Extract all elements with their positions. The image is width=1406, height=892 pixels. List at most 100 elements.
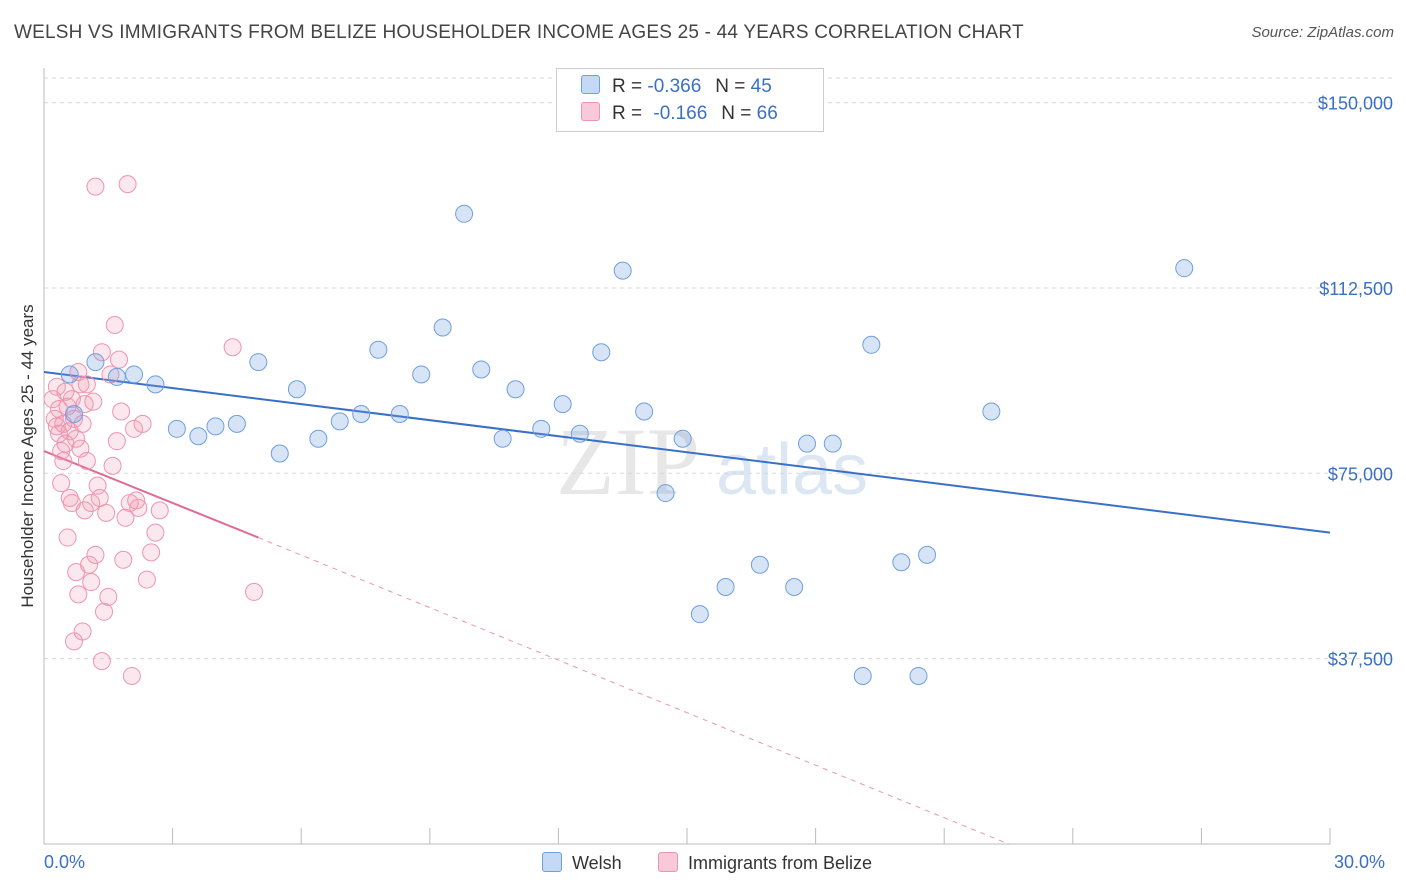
welsh-point xyxy=(455,204,474,223)
belize-point xyxy=(110,350,129,369)
belize-point xyxy=(67,429,86,448)
belize-point xyxy=(95,602,114,621)
welsh-trendline xyxy=(43,370,1331,534)
welsh-point xyxy=(673,429,692,448)
welsh-point xyxy=(570,424,589,443)
belize-point xyxy=(97,503,116,522)
belize-point xyxy=(73,622,92,641)
welsh-point xyxy=(412,365,431,384)
welsh-point xyxy=(635,402,654,421)
legend-row-welsh: R = -0.366 N = 45 xyxy=(581,74,772,100)
bottom-legend-welsh: Welsh xyxy=(542,852,622,874)
welsh-point xyxy=(798,434,817,453)
belize-point xyxy=(99,587,118,606)
belize-trendline-extension xyxy=(258,537,1009,845)
belize-point xyxy=(58,528,77,547)
belize-point xyxy=(56,382,75,401)
welsh-point xyxy=(287,380,306,399)
welsh-point xyxy=(206,417,225,436)
belize-point xyxy=(75,501,94,520)
belize-point xyxy=(127,491,146,510)
welsh-point xyxy=(892,553,911,572)
belize-point xyxy=(50,424,69,443)
belize-point xyxy=(146,523,165,542)
belize-point xyxy=(82,493,101,512)
welsh-point xyxy=(862,335,881,354)
belize-point xyxy=(62,390,81,409)
belize-point xyxy=(129,498,148,517)
belize-n-value: 66 xyxy=(756,103,778,124)
belize-point xyxy=(45,409,64,428)
welsh-point xyxy=(472,360,491,379)
welsh-point xyxy=(65,404,84,423)
belize-point xyxy=(54,451,73,470)
welsh-point xyxy=(189,427,208,446)
chart-source: Source: ZipAtlas.com xyxy=(1251,24,1394,41)
belize-point xyxy=(103,456,122,475)
belize-point xyxy=(137,570,156,589)
belize-point xyxy=(112,402,131,421)
belize-point xyxy=(71,439,90,458)
welsh-swatch xyxy=(581,75,600,94)
welsh-point xyxy=(125,365,144,384)
welsh-point xyxy=(309,429,328,448)
belize-point xyxy=(142,543,161,562)
welsh-point xyxy=(390,404,409,423)
welsh-r-value: -0.366 xyxy=(647,76,702,97)
belize-point xyxy=(67,563,86,582)
belize-point xyxy=(245,582,264,601)
belize-point xyxy=(107,432,126,451)
y-tick-labels: $37,500 $75,000 $112,500 $150,000 xyxy=(1318,94,1393,670)
welsh-point xyxy=(918,545,937,564)
belize-point xyxy=(105,316,124,335)
welsh-point xyxy=(823,434,842,453)
belize-point xyxy=(92,343,111,362)
belize-point xyxy=(77,375,96,394)
welsh-point xyxy=(909,666,928,685)
welsh-n-label: N = xyxy=(715,76,746,97)
data-points xyxy=(43,175,1194,685)
belize-point xyxy=(116,508,135,527)
belize-point xyxy=(86,177,105,196)
welsh-point xyxy=(716,577,735,596)
welsh-point xyxy=(227,414,246,433)
watermark: ZIP atlas xyxy=(556,408,868,515)
welsh-point xyxy=(86,353,105,372)
bottom-legend-belize: Immigrants from Belize xyxy=(658,852,872,874)
belize-point xyxy=(223,338,242,357)
belize-point xyxy=(82,573,101,592)
belize-point xyxy=(65,409,84,428)
welsh-point xyxy=(107,367,126,386)
x-tick-max: 30.0% xyxy=(1334,852,1386,872)
watermark-zip: ZIP xyxy=(556,408,700,515)
welsh-point xyxy=(690,605,709,624)
welsh-point xyxy=(982,402,1001,421)
welsh-point xyxy=(750,555,769,574)
welsh-point xyxy=(330,412,349,431)
y-tick-label: $37,500 xyxy=(1328,650,1393,670)
belize-point xyxy=(133,414,152,433)
x-tick-min: 0.0% xyxy=(44,852,86,872)
axes xyxy=(43,68,1331,845)
welsh-r-label: R = xyxy=(612,76,643,97)
welsh-n-value: 45 xyxy=(750,76,772,97)
belize-r-label: R = xyxy=(612,103,643,124)
bottom-belize-label: Immigrants from Belize xyxy=(688,853,873,873)
welsh-point xyxy=(1175,259,1194,278)
y-tick-label: $112,500 xyxy=(1319,279,1393,299)
belize-point xyxy=(52,474,71,493)
welsh-point xyxy=(785,577,804,596)
welsh-point xyxy=(493,429,512,448)
y-axis-label: Householder Income Ages 25 - 44 years xyxy=(18,304,37,608)
welsh-point xyxy=(60,365,79,384)
welsh-point xyxy=(853,666,872,685)
belize-point xyxy=(69,585,88,604)
grid-lines xyxy=(44,77,1394,660)
welsh-point xyxy=(592,343,611,362)
welsh-point xyxy=(249,353,268,372)
bottom-belize-swatch xyxy=(658,852,678,872)
belize-point xyxy=(114,550,133,569)
y-tick-label: $75,000 xyxy=(1328,464,1393,484)
welsh-point xyxy=(613,261,632,280)
